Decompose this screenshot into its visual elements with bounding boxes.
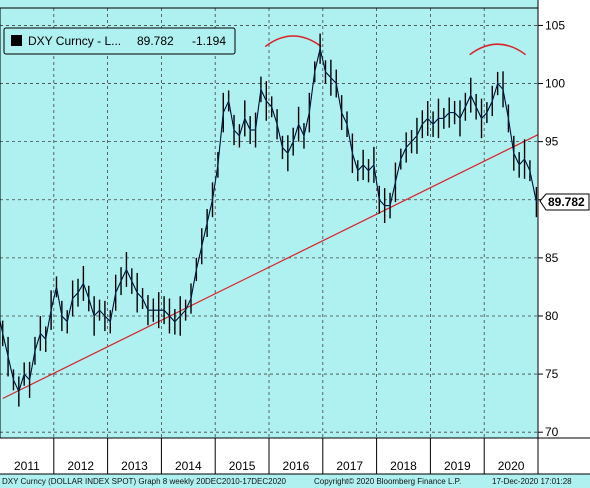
top-arc	[469, 43, 527, 56]
legend-last: 89.782	[137, 34, 174, 48]
x-tick-label: 2012	[67, 459, 94, 473]
x-tick-label: 2011	[14, 459, 40, 473]
legend-ticker: DXY Curncy - L...	[28, 34, 121, 48]
footer: DXY Curncy (DOLLAR INDEX SPOT) Graph 8 w…	[2, 477, 572, 486]
legend-box	[3, 27, 236, 55]
top-arc	[264, 35, 322, 48]
last-value-marker: 89.782	[539, 193, 590, 211]
x-tick-label: 2019	[444, 459, 471, 473]
y-axis-panel	[538, 0, 590, 438]
x-tick-label: 2014	[175, 459, 202, 473]
last-value-label: 89.782	[548, 195, 585, 209]
footer-timestamp: 17-Dec-2020 17:01:28	[492, 477, 572, 486]
last-value-box	[539, 193, 590, 211]
x-tick-label: 2015	[229, 459, 256, 473]
x-tick-label: 2013	[121, 459, 148, 473]
legend-change: -1.194	[192, 34, 226, 48]
x-tick-label: 2018	[390, 459, 417, 473]
footer-copyright: Copyright© 2020 Bloomberg Finance L.P.	[314, 477, 461, 486]
y-tick-label: 100	[545, 77, 565, 91]
trend-line-group	[2, 134, 539, 400]
x-axis: 2011 2012 2013 2014 2015 2016 2017 2018 2019 2020	[0, 437, 590, 475]
trend-line	[2, 134, 539, 400]
y-tick-label: 105	[545, 18, 565, 32]
y-tick-label: 70	[545, 425, 559, 439]
legend-swatch	[11, 35, 22, 46]
arc-annotations	[264, 35, 527, 56]
legend: DXY Curncy - L... 89.782 -1.194	[3, 27, 236, 55]
y-axis: 707580859095100105	[537, 0, 590, 439]
x-tick-label: 2020	[498, 459, 525, 473]
y-tick-label: 75	[545, 367, 559, 381]
series-group	[0, 33, 538, 407]
x-tick-label: 2016	[283, 459, 310, 473]
y-tick-label: 85	[545, 251, 559, 265]
y-tick-label: 95	[545, 135, 559, 149]
y-tick-label: 80	[545, 309, 559, 323]
footer-source: DXY Curncy (DOLLAR INDEX SPOT) Graph 8 w…	[2, 477, 287, 486]
price-line-core	[0, 48, 537, 393]
x-tick-label: 2017	[336, 459, 363, 473]
x-axis-panel	[0, 438, 590, 474]
